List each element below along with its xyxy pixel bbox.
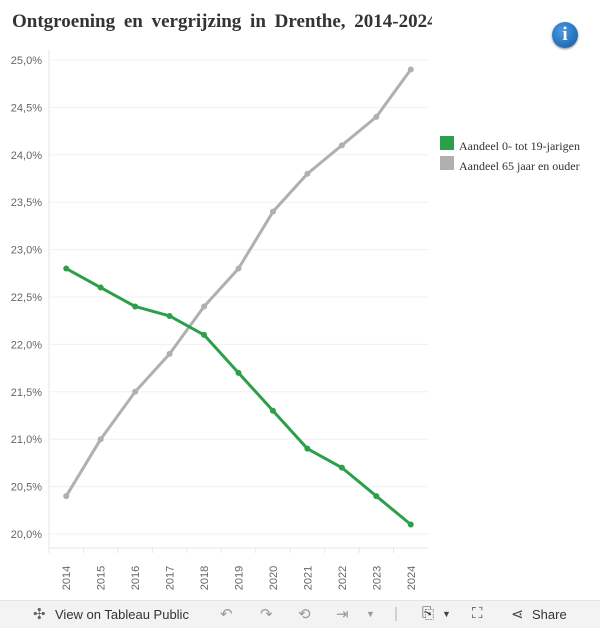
data-point <box>373 493 380 500</box>
legend-swatch-green <box>440 136 454 150</box>
data-point <box>97 436 104 443</box>
x-tick-label: 2021 <box>302 566 314 590</box>
x-tick-label: 2016 <box>130 566 142 590</box>
data-point <box>304 445 311 452</box>
series-line <box>64 68 412 497</box>
data-point <box>132 388 139 395</box>
fullscreen-icon[interactable]: ⛶ <box>472 605 483 622</box>
data-point <box>269 407 276 414</box>
data-point <box>97 284 104 291</box>
revert-icon[interactable]: ⟲ <box>298 606 311 623</box>
tableau-logo-icon: ✣ <box>33 606 46 623</box>
x-tick-label: 2015 <box>96 566 108 590</box>
view-on-tableau-public-link[interactable]: View on Tableau Public <box>55 607 189 622</box>
legend-item-elderly[interactable]: Aandeel 65 jaar en ouder <box>440 156 580 176</box>
x-tick-label: 2018 <box>199 566 211 590</box>
legend-item-youth[interactable]: Aandeel 0- tot 19-jarigen <box>440 136 580 156</box>
y-tick-label: 23,5% <box>11 197 42 209</box>
tableau-toolbar: ✣ View on Tableau Public ↶ ↷ ⟲ ⇥ ▼ | ⎘ ▼… <box>0 600 600 628</box>
data-point <box>201 331 208 338</box>
data-point <box>63 493 70 500</box>
chart-title: Ontgroening en vergrijzing in Drenthe, 2… <box>12 11 432 32</box>
download-dropdown-icon[interactable]: ▼ <box>442 609 451 619</box>
x-tick-label: 2022 <box>337 566 349 590</box>
share-button[interactable]: Share <box>532 607 567 622</box>
y-tick-label: 20,0% <box>11 529 42 541</box>
data-point <box>338 142 345 149</box>
x-tick-label: 2024 <box>406 566 418 590</box>
y-tick-label: 21,0% <box>11 434 42 446</box>
info-icon[interactable]: i <box>552 22 578 48</box>
y-tick-label: 25,0% <box>11 55 42 67</box>
data-point <box>166 312 173 319</box>
data-point <box>201 303 208 310</box>
data-point <box>63 265 70 272</box>
y-tick-label: 23,0% <box>11 245 42 257</box>
x-tick-label: 2017 <box>165 566 177 590</box>
data-point <box>235 369 242 376</box>
y-tick-label: 24,0% <box>11 150 42 162</box>
redo-icon[interactable]: ↷ <box>260 606 273 623</box>
y-tick-label: 22,0% <box>11 339 42 351</box>
y-tick-label: 22,5% <box>11 292 42 304</box>
undo-icon[interactable]: ↶ <box>220 606 233 623</box>
x-tick-label: 2014 <box>61 566 73 590</box>
data-point <box>407 521 414 528</box>
data-point <box>304 170 311 177</box>
data-point <box>132 303 139 310</box>
refresh-dropdown-icon[interactable]: ▼ <box>366 609 375 619</box>
x-tick-label: 2023 <box>371 566 383 590</box>
x-tick-label: 2019 <box>234 566 246 590</box>
legend-label: Aandeel 65 jaar en ouder <box>459 158 580 173</box>
download-icon[interactable]: ⎘ <box>422 605 435 622</box>
legend-label: Aandeel 0- tot 19-jarigen <box>459 138 580 153</box>
toolbar-divider: | <box>394 605 398 622</box>
data-point <box>338 464 345 471</box>
data-point <box>166 350 173 357</box>
line-chart: 20,0% 20,5% 21,0% 21,5% 22,0% 22,5% 23,0% 23,5%… <box>11 50 428 590</box>
y-tick-label: 24,5% <box>11 102 42 114</box>
data-point <box>373 113 380 120</box>
y-tick-label: 21,5% <box>11 387 42 399</box>
data-point <box>269 208 276 215</box>
data-point <box>235 265 242 272</box>
share-icon[interactable]: ⋖ <box>511 606 524 623</box>
x-tick-label: 2020 <box>268 566 280 590</box>
y-tick-label: 20,5% <box>11 482 42 494</box>
refresh-icon[interactable]: ⇥ <box>336 606 349 623</box>
data-point <box>407 66 414 73</box>
legend-swatch-gray <box>440 156 454 170</box>
legend: Aandeel 0- tot 19-jarigen Aandeel 65 jaa… <box>440 136 580 176</box>
